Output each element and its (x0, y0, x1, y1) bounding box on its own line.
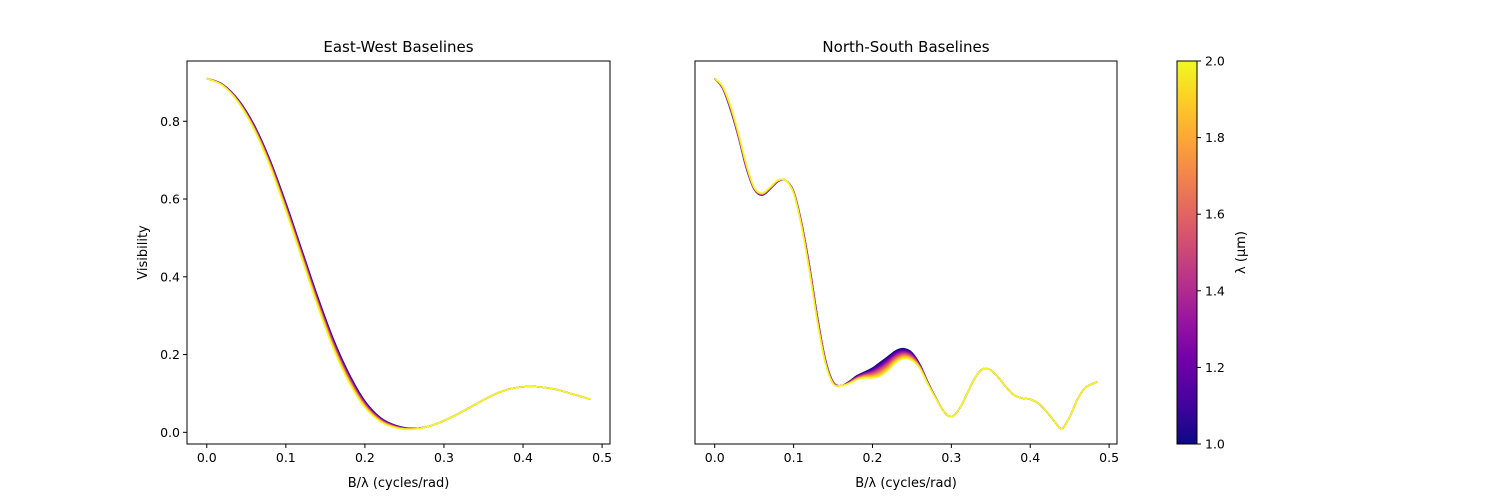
chart-title-east-west: East-West Baselines (323, 38, 473, 56)
x-axis-north-south: 0.0 0.1 0.2 0.3 0.4 0.5 (705, 444, 1119, 465)
plot-frame-east-west (186, 60, 611, 445)
series-line-north-south-4 (714, 77, 1098, 430)
panel-east-west: East-West Baselines 0.0 0.1 0.2 0.3 0.4 0.5 0… (136, 38, 612, 491)
series-line-north-south-2 (714, 77, 1098, 430)
series-line-north-south-6 (714, 77, 1098, 430)
colorbar-tick-label: 1.0 (1205, 437, 1225, 452)
series-line-north-south-10 (714, 77, 1098, 430)
series-group-east-west (206, 77, 591, 431)
series-line-north-south-3 (714, 77, 1098, 430)
series-line-north-south-0 (714, 78, 1098, 430)
x-axis-east-west: 0.0 0.1 0.2 0.3 0.4 0.5 (197, 444, 612, 465)
series-line-east-west-7 (206, 77, 591, 430)
series-line-east-west-2 (206, 77, 591, 430)
series-line-east-west-3 (206, 77, 591, 430)
colorbar-tick-label: 1.2 (1205, 360, 1225, 375)
x-tick-label-east-west: 0.0 (197, 450, 217, 465)
colorbar-tick-label: 1.4 (1205, 283, 1225, 298)
x-axis-label-east-west: B/λ (cycles/rad) (348, 476, 450, 491)
x-tick-label-north-south: 0.0 (705, 450, 725, 465)
colorbar-tick-label: 1.6 (1205, 207, 1225, 222)
x-tick-label-east-west: 0.3 (434, 450, 454, 465)
x-tick-label-north-south: 0.4 (1020, 450, 1040, 465)
series-line-north-south-7 (714, 77, 1098, 430)
series-line-north-south-9 (714, 77, 1098, 430)
series-line-east-west-10 (206, 77, 591, 431)
series-line-east-west-1 (206, 77, 591, 430)
y-tick-label-east-west: 0.0 (160, 425, 180, 440)
colorbar-ticks: 1.0 1.2 1.4 1.6 1.8 2.0 (1197, 54, 1225, 452)
x-tick-label-east-west: 0.1 (276, 450, 296, 465)
series-line-east-west-9 (206, 77, 591, 430)
series-line-east-west-4 (206, 77, 591, 430)
y-tick-label-east-west: 0.2 (160, 347, 180, 362)
x-axis-label-north-south: B/λ (cycles/rad) (855, 476, 957, 491)
x-tick-label-east-west: 0.2 (355, 450, 375, 465)
y-tick-label-east-west: 0.4 (160, 269, 180, 284)
series-group-north-south (714, 77, 1098, 430)
y-tick-label-east-west: 0.6 (160, 192, 180, 207)
panel-north-south: North-South Baselines 0.0 0.1 0.2 0.3 0.4 0.5… (694, 38, 1119, 491)
colorbar-gradient (1176, 60, 1198, 445)
y-axis-east-west: 0.0 0.2 0.4 0.6 0.8 (160, 114, 187, 440)
x-tick-label-north-south: 0.2 (863, 450, 883, 465)
series-line-north-south-5 (714, 77, 1098, 430)
x-tick-label-east-west: 0.4 (513, 450, 533, 465)
series-line-east-west-6 (206, 77, 591, 430)
colorbar-tick-label: 1.8 (1205, 130, 1225, 145)
colorbar: 1.0 1.2 1.4 1.6 1.8 2.0 λ (μm) (1176, 54, 1249, 452)
x-tick-label-east-west: 0.5 (592, 450, 612, 465)
colorbar-tick-label: 2.0 (1205, 54, 1225, 69)
colorbar-label: λ (μm) (1234, 231, 1249, 274)
series-line-east-west-5 (206, 77, 591, 430)
x-tick-label-north-south: 0.3 (941, 450, 961, 465)
y-axis-label-east-west: Visibility (136, 225, 151, 280)
series-line-north-south-1 (714, 77, 1098, 430)
series-line-east-west-0 (206, 77, 591, 430)
x-tick-label-north-south: 0.5 (1099, 450, 1119, 465)
y-tick-label-east-west: 0.8 (160, 114, 180, 129)
series-line-north-south-8 (714, 77, 1098, 430)
chart-title-north-south: North-South Baselines (822, 38, 989, 56)
plot-frame-north-south (694, 60, 1118, 445)
series-line-east-west-8 (206, 77, 591, 430)
x-tick-label-north-south: 0.1 (784, 450, 804, 465)
